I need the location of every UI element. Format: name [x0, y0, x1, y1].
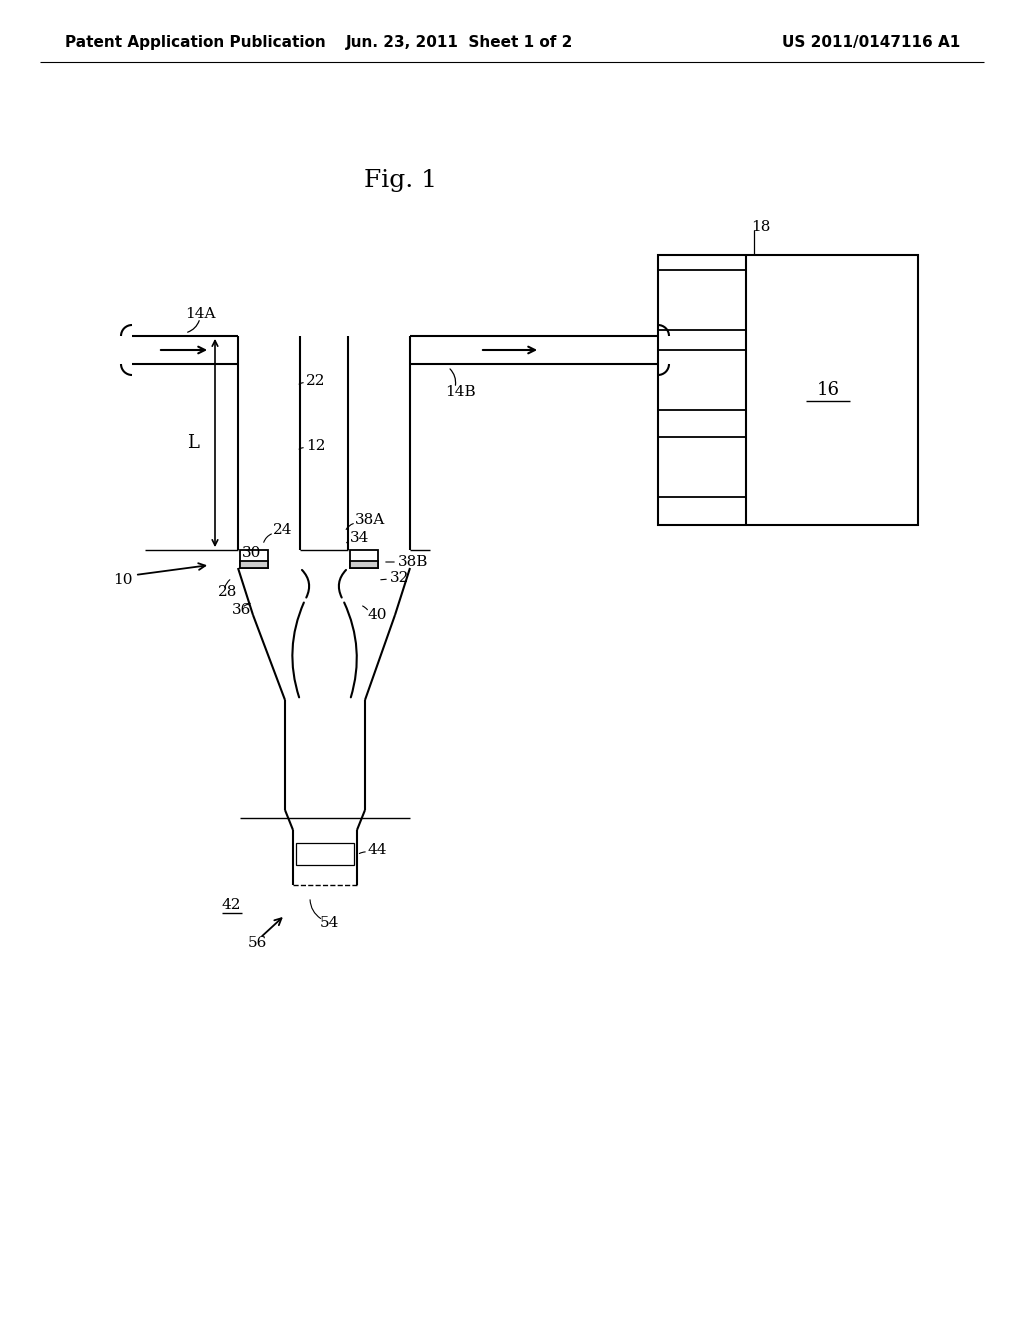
Bar [240, 561, 268, 568]
Text: 34: 34 [350, 531, 370, 545]
Bar [658, 255, 918, 525]
Bar [240, 550, 268, 568]
Text: 14A: 14A [184, 308, 215, 321]
Text: 56: 56 [248, 936, 267, 950]
Text: 32: 32 [390, 572, 410, 585]
Text: 14B: 14B [444, 385, 475, 399]
Text: 24: 24 [273, 523, 293, 537]
Text: 42: 42 [222, 898, 242, 912]
Text: 28: 28 [218, 585, 238, 599]
Text: 18: 18 [751, 220, 770, 234]
Bar [658, 350, 746, 411]
Text: Patent Application Publication: Patent Application Publication [65, 34, 326, 49]
Bar [296, 843, 354, 865]
Text: 38B: 38B [398, 554, 428, 569]
Text: 16: 16 [816, 381, 840, 399]
Text: 54: 54 [319, 916, 339, 931]
Text: US 2011/0147116 A1: US 2011/0147116 A1 [781, 34, 961, 49]
Text: 30: 30 [242, 546, 261, 560]
Text: 40: 40 [368, 609, 387, 622]
Bar [350, 561, 378, 568]
Text: 10: 10 [114, 573, 133, 587]
Bar [658, 271, 746, 330]
Text: Fig. 1: Fig. 1 [364, 169, 436, 191]
Text: 38A: 38A [355, 513, 385, 527]
Text: 22: 22 [306, 374, 326, 388]
Text: 12: 12 [306, 440, 326, 453]
Text: 36: 36 [232, 603, 251, 616]
Bar [350, 550, 378, 568]
Text: Jun. 23, 2011  Sheet 1 of 2: Jun. 23, 2011 Sheet 1 of 2 [346, 34, 573, 49]
Bar [658, 437, 746, 498]
Text: L: L [187, 434, 199, 451]
Text: 44: 44 [368, 843, 387, 857]
